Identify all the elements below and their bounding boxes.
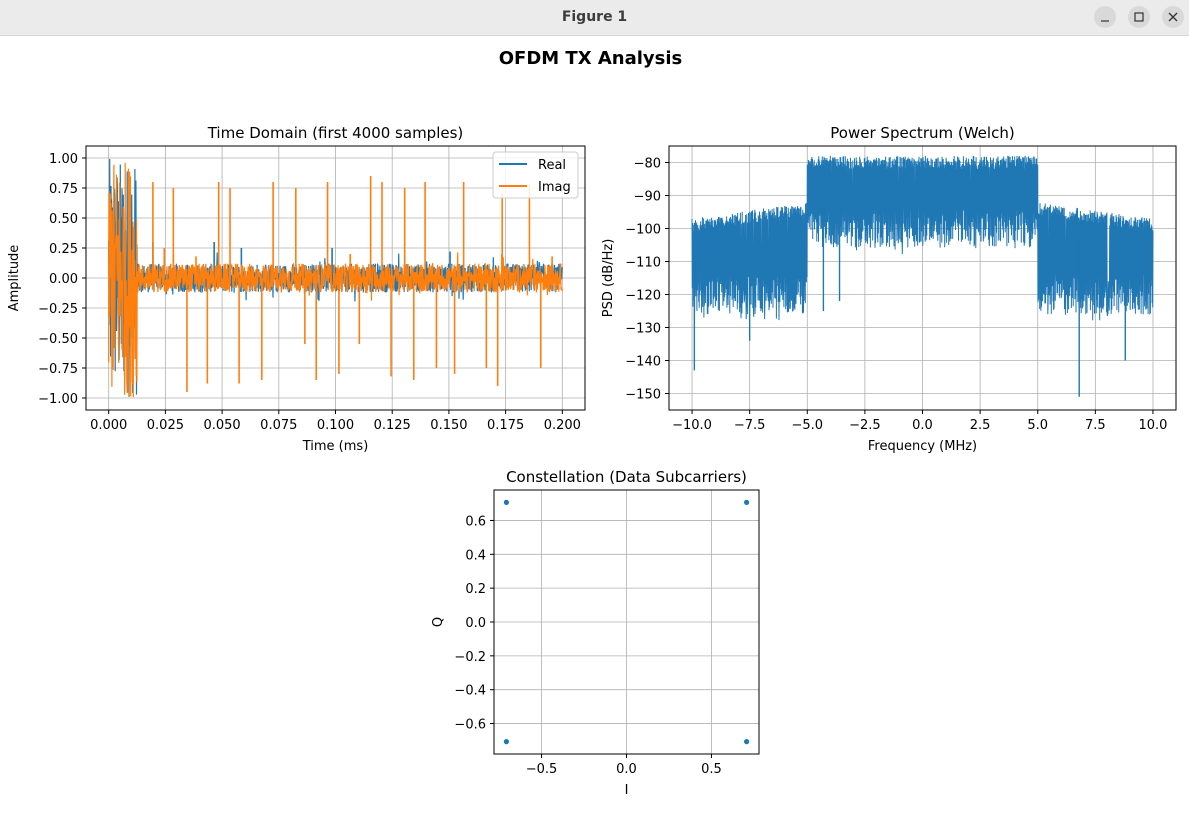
close-button[interactable]	[1162, 6, 1184, 28]
y-tick-label: 0.0	[465, 616, 486, 631]
y-tick-label: −100	[625, 223, 661, 238]
x-tick-label: 0.175	[487, 418, 524, 433]
x-tick-label: 0.000	[90, 418, 127, 433]
x-tick-label: 0.025	[147, 418, 184, 433]
minimize-button[interactable]	[1094, 6, 1116, 28]
y-tick-label: −150	[625, 388, 661, 403]
legend-label: Imag	[538, 180, 571, 195]
y-tick-label: −0.75	[38, 362, 78, 377]
x-tick-label: 7.5	[1085, 418, 1106, 433]
y-tick-label: 0.75	[49, 182, 78, 197]
imag-series-line	[108, 162, 563, 398]
legend: Real Imag	[492, 151, 579, 199]
maximize-icon	[1134, 12, 1144, 22]
plot-area	[108, 158, 563, 398]
x-tick-label: 0.125	[374, 418, 411, 433]
y-tick-label: −0.6	[454, 718, 486, 733]
x-tick-label: 0.075	[260, 418, 297, 433]
x-tick-label: −10.0	[672, 418, 712, 433]
x-tick-label: 0.0	[616, 762, 637, 777]
plot-area	[503, 499, 750, 745]
x-tick-label: −7.5	[734, 418, 766, 433]
axes-title: Time Domain (first 4000 samples)	[207, 124, 464, 142]
figure-canvas: 0.000 0.025 0.050 0.075 0.100 0.125 0.150 0.175…	[7, 124, 1177, 798]
x-tick-label: 0.150	[430, 418, 467, 433]
y-tick-label: −0.25	[38, 302, 78, 317]
close-icon	[1168, 12, 1178, 22]
x-tick-label: 5.0	[1027, 418, 1048, 433]
y-tick-label: −1.00	[38, 392, 78, 407]
y-axis-label: PSD (dB/Hz)	[601, 239, 616, 318]
y-tick-label: 0.00	[49, 272, 78, 287]
y-tick-label: −140	[625, 355, 661, 370]
x-axis-label: Frequency (MHz)	[868, 439, 977, 454]
window-title: Figure 1	[561, 9, 628, 25]
psd-line	[691, 155, 1154, 321]
y-tick-label: −90	[634, 190, 661, 205]
y-tick-label: −120	[625, 289, 661, 304]
x-tick-label: −2.5	[849, 418, 881, 433]
x-tick-label: 0.5	[701, 762, 722, 777]
y-tick-label: −130	[625, 322, 661, 337]
x-tick-label: 0.050	[203, 418, 240, 433]
y-tick-label: −0.4	[454, 684, 486, 699]
x-tick-label: 0.100	[317, 418, 354, 433]
x-tick-label: 2.5	[970, 418, 991, 433]
axes-title: Power Spectrum (Welch)	[830, 124, 1014, 142]
y-tick-label: 1.00	[49, 152, 78, 167]
x-tick-label: 10.0	[1138, 418, 1167, 433]
x-tick-label: 0.200	[544, 418, 581, 433]
y-tick-label: −110	[625, 256, 661, 271]
y-tick-label: 0.4	[465, 548, 486, 563]
figure-title: OFDM TX Analysis	[498, 48, 683, 69]
legend-label: Real	[538, 158, 566, 173]
x-tick-label: −5.0	[791, 418, 823, 433]
minimize-icon	[1101, 20, 1109, 22]
y-tick-label: 0.25	[49, 242, 78, 257]
x-axis-label: I	[625, 783, 629, 798]
y-tick-label: −80	[634, 157, 661, 172]
constellation-point	[743, 739, 750, 745]
y-tick-label: 0.2	[465, 582, 486, 597]
constellation-point	[503, 499, 510, 505]
y-tick-label: −0.50	[38, 332, 78, 347]
x-tick-label: 0.0	[912, 418, 933, 433]
y-tick-label: −0.2	[454, 650, 486, 665]
maximize-button[interactable]	[1128, 6, 1150, 28]
constellation-point	[743, 499, 750, 505]
y-tick-label: 0.50	[49, 212, 78, 227]
y-axis-label: Amplitude	[7, 245, 22, 312]
x-tick-label: −0.5	[526, 762, 558, 777]
plot-area	[691, 155, 1154, 397]
y-axis-label: Q	[431, 617, 446, 627]
window-titlebar: Figure 1	[0, 0, 1189, 36]
x-axis-label: Time (ms)	[302, 439, 369, 454]
y-tick-label: 0.6	[465, 514, 486, 529]
constellation-point	[503, 739, 510, 745]
axes-title: Constellation (Data Subcarriers)	[506, 468, 747, 486]
